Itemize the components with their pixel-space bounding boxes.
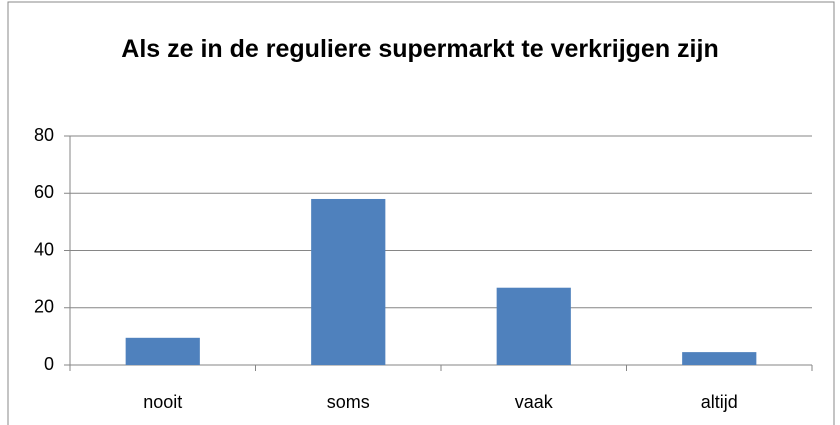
y-tick-label: 40 — [34, 239, 54, 259]
x-tick-label: soms — [327, 392, 370, 412]
bar — [311, 198, 386, 365]
y-tick-label: 20 — [34, 297, 54, 317]
y-tick-label: 60 — [34, 182, 54, 202]
chart-title: Als ze in de reguliere supermarkt te ver… — [121, 35, 719, 63]
bar — [125, 337, 200, 365]
x-tick-label: altijd — [701, 392, 738, 412]
y-tick-label: 80 — [34, 125, 54, 145]
chart-border — [7, 1, 835, 425]
bar — [496, 287, 571, 365]
y-tick-label: 0 — [44, 354, 54, 374]
bar — [682, 352, 757, 365]
x-tick-label: nooit — [143, 392, 182, 412]
x-tick-label: vaak — [515, 392, 554, 412]
